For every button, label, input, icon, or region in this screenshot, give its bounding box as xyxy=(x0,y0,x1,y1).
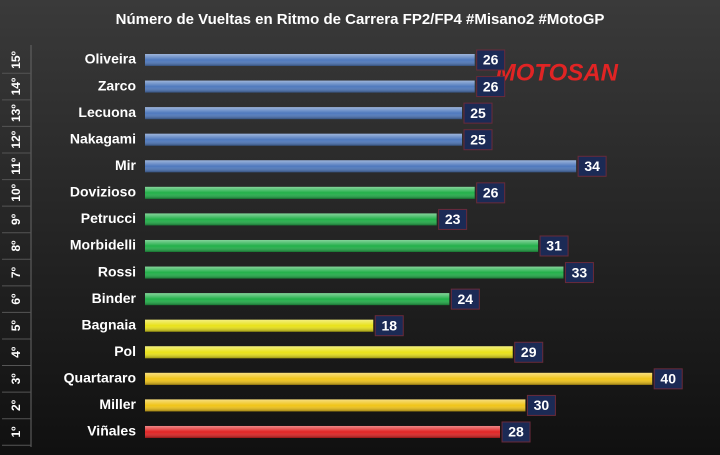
bar-shine xyxy=(145,213,437,226)
bar-shine xyxy=(145,80,475,93)
rank-label: 10º xyxy=(9,183,23,201)
rank-label: 6º xyxy=(9,293,23,305)
category-label: Bagnaia xyxy=(82,316,137,332)
rank-label: 7º xyxy=(9,266,23,278)
value-label: 30 xyxy=(534,397,550,413)
value-label: 23 xyxy=(445,211,461,227)
rank-label: 5º xyxy=(9,320,23,332)
bar-shine xyxy=(145,133,462,146)
category-label: Dovizioso xyxy=(70,184,136,200)
bar-shine xyxy=(145,372,653,385)
value-label: 24 xyxy=(458,291,474,307)
category-label: Miller xyxy=(99,396,136,412)
category-label: Mir xyxy=(115,157,137,173)
rank-label: 14º xyxy=(9,77,23,95)
bar-shine xyxy=(145,425,501,438)
category-label: Petrucci xyxy=(81,210,136,226)
category-label: Binder xyxy=(92,290,137,306)
category-label: Quartararo xyxy=(64,370,136,386)
rank-label: 12º xyxy=(9,130,23,148)
value-label: 29 xyxy=(521,344,537,360)
logo: MOTOSAN xyxy=(496,59,619,86)
value-label-box xyxy=(539,235,569,257)
rank-label: 1º xyxy=(9,426,23,438)
category-label: Morbidelli xyxy=(70,237,136,253)
rank-label: 8º xyxy=(9,240,23,252)
value-label: 34 xyxy=(584,158,600,174)
bar-shine xyxy=(145,266,564,279)
category-label: Oliveira xyxy=(85,51,137,67)
rank-label: 3º xyxy=(9,373,23,385)
value-label-box xyxy=(463,102,493,124)
value-label: 26 xyxy=(483,185,499,201)
rank-label: 9º xyxy=(9,213,23,225)
value-label-box xyxy=(577,155,607,177)
value-label: 25 xyxy=(470,105,486,121)
bar-shine xyxy=(145,239,539,252)
category-label: Rossi xyxy=(98,263,136,279)
value-label-box xyxy=(476,182,506,204)
category-label: Viñales xyxy=(87,423,136,439)
chart-title: Número de Vueltas en Ritmo de Carrera FP… xyxy=(116,11,605,28)
bar-shine xyxy=(145,399,526,412)
bar-shine xyxy=(145,107,462,120)
value-label: 26 xyxy=(483,78,499,94)
value-label: 31 xyxy=(546,238,562,254)
bar-shine xyxy=(145,54,475,66)
category-label: Pol xyxy=(114,343,136,359)
bar-shine xyxy=(145,186,475,199)
value-label-box xyxy=(564,262,594,284)
value-label-box xyxy=(463,129,493,151)
value-label-box xyxy=(501,421,531,443)
value-label-box xyxy=(438,208,468,230)
rank-label: 15º xyxy=(9,51,23,69)
category-label: Lecuona xyxy=(78,104,136,120)
rank-label: 4º xyxy=(9,346,23,358)
rank-label: 11º xyxy=(9,157,23,175)
value-label-box xyxy=(514,341,544,363)
value-label-box xyxy=(476,49,506,71)
value-label: 26 xyxy=(483,52,499,68)
value-label-box xyxy=(526,394,556,416)
value-label-box xyxy=(476,76,506,98)
category-label: Nakagami xyxy=(70,130,136,146)
value-label: 40 xyxy=(660,371,676,387)
category-label: Zarco xyxy=(98,77,136,93)
bar-shine xyxy=(145,293,450,306)
value-label: 18 xyxy=(381,317,397,333)
bar-shine xyxy=(145,319,374,332)
rank-label: 13º xyxy=(9,104,23,122)
value-label: 33 xyxy=(572,264,588,280)
value-label: 28 xyxy=(508,424,524,440)
bar-shine xyxy=(145,160,577,173)
rank-label: 2º xyxy=(9,399,23,411)
value-label-box xyxy=(374,315,404,337)
bar-shine xyxy=(145,346,513,359)
value-label-box xyxy=(653,368,683,390)
value-label-box xyxy=(450,288,480,310)
value-label: 25 xyxy=(470,131,486,147)
